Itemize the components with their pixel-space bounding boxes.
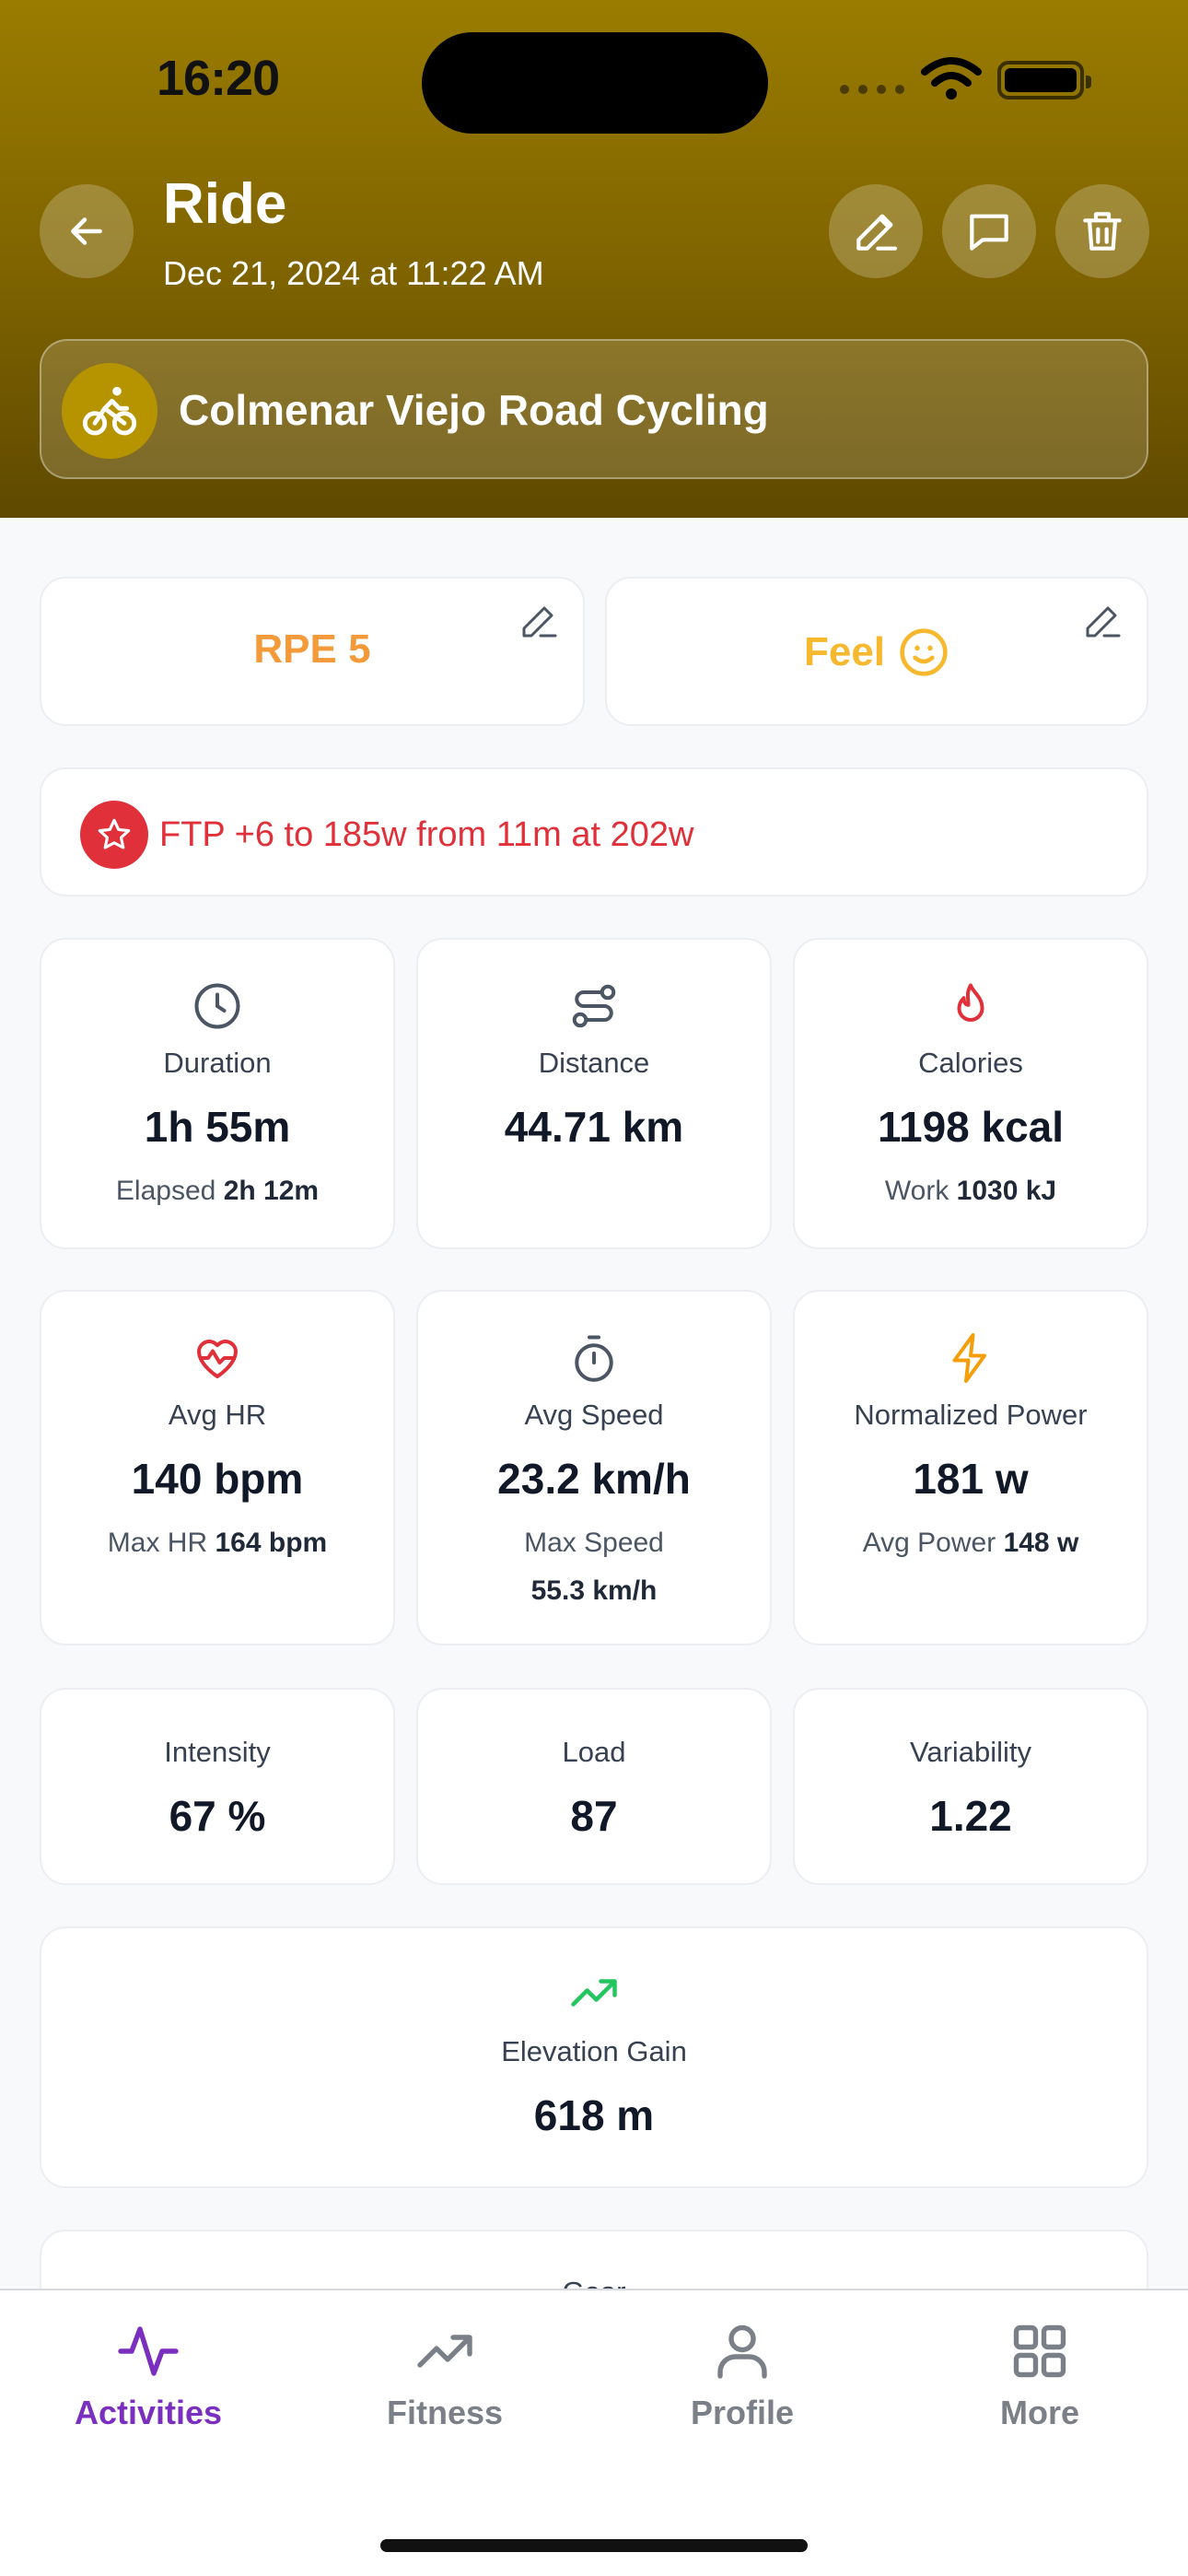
stat-value: 44.71 km <box>504 1103 684 1151</box>
nav-label: More <box>999 2394 1079 2431</box>
stat-sub-value: 55.3 km/h <box>530 1575 658 1606</box>
stat-sub: Avg Power 148 w <box>862 1528 1079 1558</box>
ftp-text: FTP +6 to 185w from 11m at 202w <box>159 815 694 854</box>
trash-icon <box>1083 212 1122 251</box>
stat-label: Intensity <box>164 1736 271 1768</box>
status-bar: 16:20 <box>0 0 1188 166</box>
feel-display: Feel <box>607 626 1147 678</box>
page-title: Ride <box>163 172 287 236</box>
activity-icon <box>118 2326 179 2376</box>
clock-icon <box>194 983 240 1029</box>
elevation-card: Elevation Gain 618 m <box>40 1926 1148 2188</box>
activity-header: 16:20 Ride Dec 21, 2024 at 11:22 AM <box>0 0 1188 518</box>
variability-card: Variability 1.22 <box>793 1688 1148 1885</box>
load-card: Load 87 <box>416 1688 772 1885</box>
stat-label: Distance <box>538 1047 650 1079</box>
distance-card: Distance 44.71 km <box>416 938 772 1249</box>
stat-value: 1198 kcal <box>877 1103 1065 1151</box>
edit-activity-button[interactable] <box>829 184 923 278</box>
stopwatch-icon <box>575 1335 613 1382</box>
star-icon <box>80 801 148 869</box>
stat-sub: Max HR 164 bpm <box>107 1528 328 1558</box>
dynamic-island <box>422 32 768 134</box>
stat-value: 23.2 km/h <box>497 1455 691 1503</box>
avg-hr-card: Avg HR 140 bpm Max HR 164 bpm <box>40 1290 395 1645</box>
activity-date: Dec 21, 2024 at 11:22 AM <box>163 254 544 292</box>
comment-icon <box>970 214 1008 251</box>
stat-value: 67 % <box>169 1792 266 1840</box>
nav-fitness[interactable]: Fitness <box>297 2318 593 2432</box>
nav-label: Profile <box>690 2394 795 2431</box>
stat-label: Load <box>562 1736 626 1768</box>
nav-profile[interactable]: Profile <box>594 2318 891 2432</box>
nav-more[interactable]: More <box>891 2318 1188 2432</box>
trending-icon <box>417 2335 472 2368</box>
stat-label: Duration <box>163 1047 272 1079</box>
grid-icon <box>1013 2324 1066 2378</box>
comment-button[interactable] <box>942 184 1036 278</box>
stat-value: 87 <box>570 1792 618 1840</box>
trending-up-icon <box>571 1979 617 2007</box>
stat-label: Elevation Gain <box>501 2035 687 2067</box>
wifi-icon <box>921 57 982 100</box>
stat-value: 1.22 <box>929 1792 1012 1840</box>
stat-label: Avg Speed <box>524 1399 664 1431</box>
stat-value: 140 bpm <box>131 1455 304 1503</box>
cyclist-icon <box>62 363 157 459</box>
stat-label: Normalized Power <box>854 1399 1088 1431</box>
feel-label: Feel <box>803 629 886 674</box>
feel-card[interactable]: Feel <box>605 577 1148 726</box>
heart-pulse-icon <box>197 1340 238 1378</box>
stat-sub: Elapsed 2h 12m <box>115 1176 320 1206</box>
bottom-nav: Activities Fitness Profile More <box>0 2289 1188 2576</box>
cellular-signal-icon <box>840 85 904 94</box>
ftp-banner: FTP +6 to 185w from 11m at 202w <box>40 767 1148 896</box>
stat-label: Avg HR <box>168 1399 267 1431</box>
stat-value: 618 m <box>533 2091 655 2139</box>
back-button[interactable] <box>40 184 134 278</box>
route-icon <box>572 984 616 1028</box>
pencil-icon[interactable] <box>517 599 561 643</box>
rpe-value: RPE 5 <box>253 626 371 672</box>
smile-icon <box>900 628 948 676</box>
duration-card: Duration 1h 55m Elapsed 2h 12m <box>40 938 395 1249</box>
route-card[interactable]: Colmenar Viejo Road Cycling <box>40 339 1148 479</box>
nav-label: Fitness <box>386 2394 504 2431</box>
stat-value: 181 w <box>913 1455 1029 1503</box>
calories-card: Calories 1198 kcal Work 1030 kJ <box>793 938 1148 1249</box>
pencil-icon <box>856 214 898 251</box>
stat-value: 1h 55m <box>144 1103 291 1151</box>
battery-icon <box>997 61 1091 100</box>
rpe-card[interactable]: RPE 5 <box>40 577 585 726</box>
user-icon <box>717 2324 767 2379</box>
stat-label: Variability <box>909 1736 1032 1768</box>
normalized-power-card: Normalized Power 181 w Avg Power 148 w <box>793 1290 1148 1645</box>
status-time: 16:20 <box>157 51 280 106</box>
avg-speed-card: Avg Speed 23.2 km/h Max Speed 55.3 km/h <box>416 1290 772 1645</box>
flame-icon <box>957 983 984 1022</box>
home-indicator[interactable] <box>380 2539 808 2552</box>
stat-label: Calories <box>918 1047 1023 1079</box>
route-name: Colmenar Viejo Road Cycling <box>179 386 769 434</box>
nav-activities[interactable]: Activities <box>0 2318 297 2432</box>
pencil-icon[interactable] <box>1080 599 1124 643</box>
arrow-left-icon <box>71 217 102 245</box>
intensity-card: Intensity 67 % <box>40 1688 395 1885</box>
stat-sub-label: Max Speed <box>524 1528 664 1558</box>
stat-sub: Work 1030 kJ <box>884 1176 1057 1206</box>
nav-label: Activities <box>74 2394 223 2431</box>
lightning-icon <box>952 1333 986 1383</box>
delete-button[interactable] <box>1055 184 1149 278</box>
